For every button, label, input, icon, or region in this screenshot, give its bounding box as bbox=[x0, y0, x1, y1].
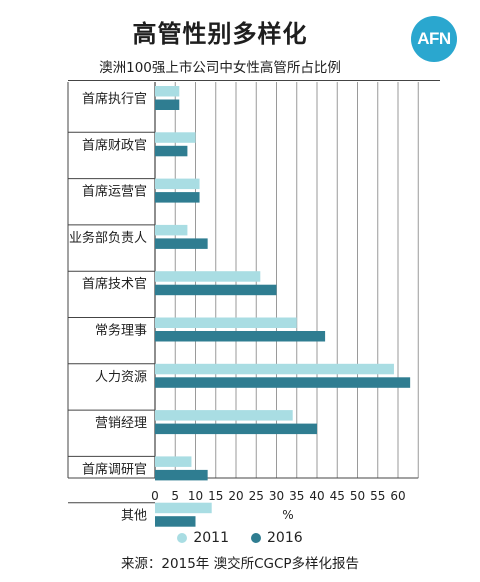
legend-item-2011: 2011 bbox=[177, 530, 229, 546]
category-label: 其他 bbox=[121, 509, 147, 524]
bar-2016 bbox=[155, 331, 326, 342]
bar-2016 bbox=[155, 516, 196, 527]
category-label: 首席运营官 bbox=[82, 184, 147, 200]
legend-swatch-2011 bbox=[177, 533, 188, 543]
bar-2011 bbox=[155, 456, 192, 467]
legend-label-2011: 2011 bbox=[193, 530, 229, 546]
bar-2016 bbox=[155, 145, 188, 157]
bar-2011 bbox=[155, 317, 297, 328]
legend: 2011 2016 bbox=[0, 528, 480, 548]
category-label: 营销经理 bbox=[95, 416, 147, 431]
bar-2011 bbox=[155, 132, 196, 143]
bar-2011 bbox=[155, 224, 188, 236]
bar-2011 bbox=[155, 363, 394, 375]
afn-logo: AFN bbox=[411, 16, 457, 62]
bar-2016 bbox=[155, 238, 208, 249]
bar-2016 bbox=[155, 192, 200, 203]
bar-2011 bbox=[155, 410, 293, 421]
bar-2016 bbox=[155, 99, 180, 110]
category-label: 首席执行官 bbox=[82, 91, 147, 107]
bar-2016 bbox=[155, 423, 317, 435]
bar-2011 bbox=[155, 502, 212, 514]
chart-title: 高管性别多样化 bbox=[132, 20, 308, 48]
category-label: 业务部负责人 bbox=[69, 230, 147, 246]
legend-swatch-2016 bbox=[251, 533, 261, 543]
category-labels: 首席执行官首席财政官首席运营官业务部负责人首席技术官常务理事人力资源营销经理首席… bbox=[69, 91, 147, 524]
bar-2011 bbox=[155, 271, 261, 282]
x-tick-label: 0 bbox=[151, 489, 159, 503]
bar-2016 bbox=[155, 284, 277, 296]
chart-subtitle: 澳洲100强上市公司中女性高管所占比例 bbox=[99, 60, 341, 76]
x-tick-label: 50 bbox=[350, 489, 365, 503]
bars bbox=[155, 86, 411, 527]
category-label: 常务理事 bbox=[95, 323, 147, 339]
x-tick-label: 20 bbox=[228, 489, 243, 503]
x-tick-label: 15 bbox=[208, 489, 223, 503]
legend-label-2016: 2016 bbox=[267, 530, 303, 546]
category-label: 首席财政官 bbox=[82, 137, 147, 153]
bar-2016 bbox=[155, 377, 411, 388]
x-tick-labels: 0 5 10 15 20 25 30 35 40 45 50 55 60 bbox=[151, 489, 405, 503]
bar-2016 bbox=[155, 469, 208, 481]
category-label: 首席技术官 bbox=[82, 276, 147, 292]
x-tick-label: 10 bbox=[188, 489, 203, 503]
x-tick-label: 30 bbox=[269, 489, 284, 503]
x-tick-label: 60 bbox=[390, 489, 405, 503]
x-tick-label: 35 bbox=[289, 489, 304, 503]
bar-2011 bbox=[155, 178, 200, 190]
x-tick-label: 45 bbox=[330, 489, 345, 503]
x-tick-label: 5 bbox=[171, 489, 179, 503]
bar-2011 bbox=[155, 86, 180, 97]
category-label: 人力资源 bbox=[95, 370, 147, 385]
category-label: 首席调研官 bbox=[82, 461, 147, 477]
source-note: 来源：2015年 澳交所CGCP多样化报告 bbox=[120, 556, 360, 572]
x-tick-label: 40 bbox=[309, 489, 324, 503]
x-tick-label: 55 bbox=[370, 489, 385, 503]
legend-item-2016: 2016 bbox=[251, 530, 303, 546]
header-divider bbox=[68, 80, 440, 81]
x-tick-label: 25 bbox=[249, 489, 264, 503]
x-axis-unit: % bbox=[282, 508, 294, 522]
